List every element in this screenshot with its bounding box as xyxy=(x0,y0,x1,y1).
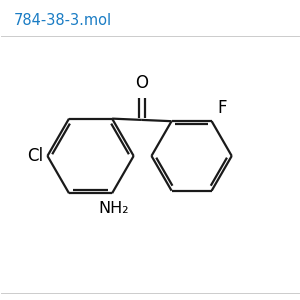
Text: 784-38-3.mol: 784-38-3.mol xyxy=(13,13,111,28)
Text: NH₂: NH₂ xyxy=(98,201,129,216)
Text: F: F xyxy=(217,99,226,117)
Text: Cl: Cl xyxy=(27,147,43,165)
Text: O: O xyxy=(135,74,148,92)
